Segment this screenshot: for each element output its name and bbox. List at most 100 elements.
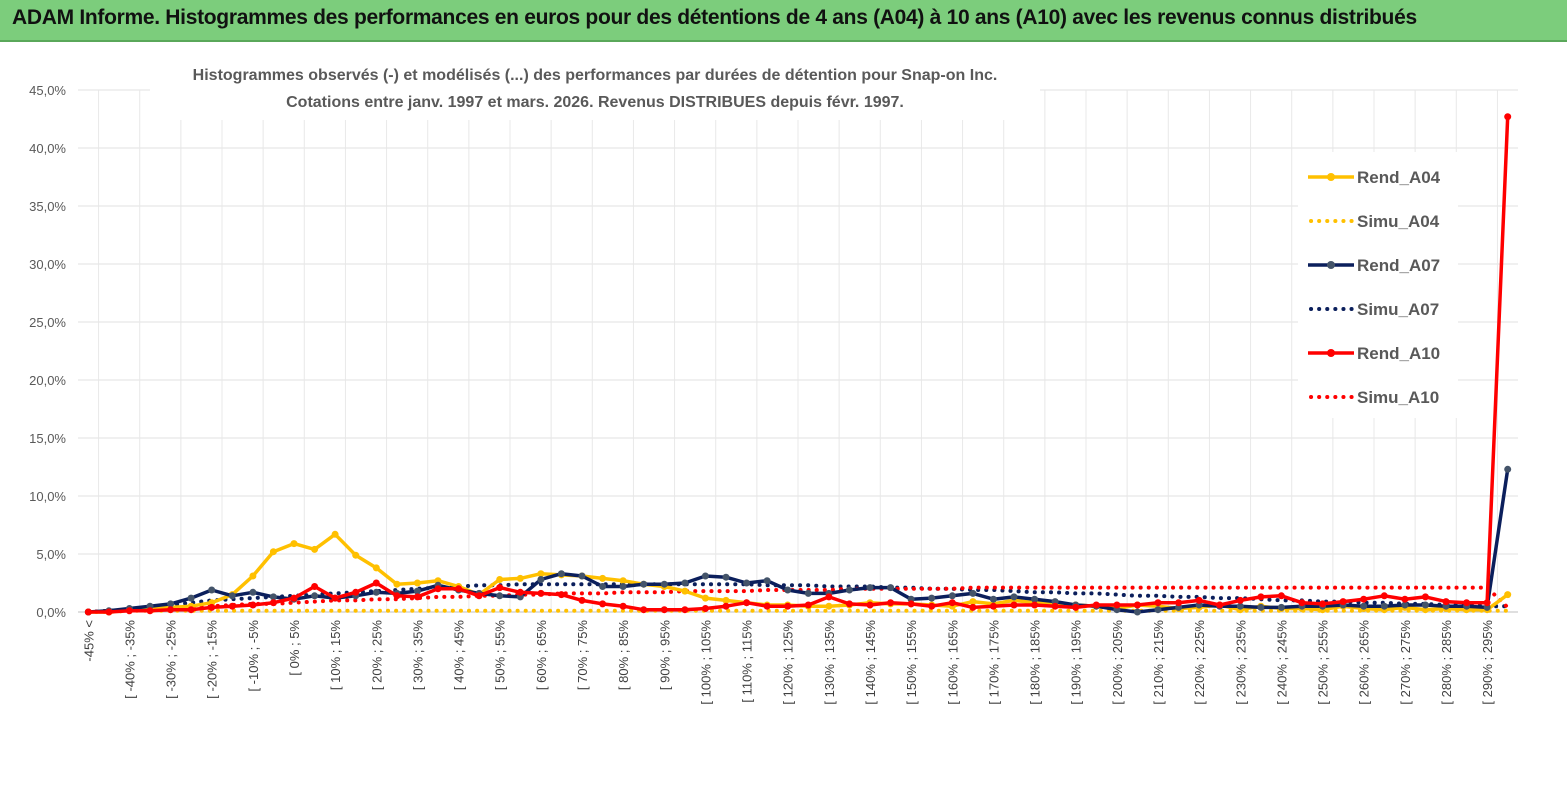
data-point: [660, 580, 668, 588]
data-point: [187, 594, 195, 602]
data-point: [1031, 595, 1039, 603]
data-point: [1504, 113, 1512, 121]
x-tick-label: [ 80% ; 85%: [616, 620, 631, 691]
data-point: [619, 577, 627, 585]
x-tick-label: [ 130% ; 135%: [822, 620, 837, 705]
series-Simu_A07: [86, 582, 1510, 614]
x-tick-label: [ 210% ; 215%: [1151, 620, 1166, 705]
data-point: [722, 602, 730, 610]
x-tick-label: [ 150% ; 155%: [904, 620, 919, 705]
data-point: [475, 592, 483, 600]
data-point: [372, 588, 380, 596]
x-tick-label: [ 100% ; 105%: [698, 620, 713, 705]
data-point: [413, 579, 421, 587]
data-point: [578, 596, 586, 604]
data-point: [413, 593, 421, 601]
report-banner: ADAM Informe. Histogrammes des performan…: [0, 0, 1567, 42]
x-tick-label: [ 220% ; 225%: [1192, 620, 1207, 705]
data-point: [969, 589, 977, 597]
x-tick-label: [ 20% ; 25%: [369, 620, 384, 691]
data-point: [393, 592, 401, 600]
x-tick-label: [ -20% ; -15%: [205, 620, 220, 699]
x-axis-ticks: -45% < [ -40% ; -35% [ -30% ; -25% [ -20% ;…: [81, 620, 1495, 705]
legend-marker: [1327, 173, 1335, 181]
data-point: [1051, 602, 1059, 610]
data-point: [701, 605, 709, 612]
x-tick-label: [ 190% ; 195%: [1069, 620, 1084, 705]
x-tick-label: [ 120% ; 125%: [781, 620, 796, 705]
data-point: [105, 608, 113, 616]
data-point: [557, 570, 565, 578]
data-point: [146, 607, 154, 615]
data-point: [825, 593, 833, 601]
data-point: [1010, 601, 1018, 609]
chart-title-backdrop: [150, 58, 1040, 120]
data-point: [969, 603, 977, 611]
x-tick-label: [ 240% ; 245%: [1274, 620, 1289, 705]
data-point: [269, 599, 277, 607]
data-point: [948, 599, 956, 607]
data-point: [228, 592, 236, 600]
data-point: [496, 584, 504, 592]
data-point: [1072, 603, 1080, 611]
data-point: [331, 530, 339, 538]
data-point: [434, 585, 442, 593]
data-point: [845, 600, 853, 608]
legend-label: Rend_A07: [1357, 256, 1440, 275]
series-line: [88, 116, 1510, 614]
series-layer: [84, 113, 1512, 616]
x-tick-label: [ -40% ; -35%: [122, 620, 137, 699]
data-point: [1010, 593, 1018, 601]
data-point: [249, 572, 257, 580]
data-point: [784, 586, 792, 594]
y-tick-label: 30,0%: [29, 257, 66, 272]
data-point: [1113, 601, 1121, 609]
data-point: [1401, 595, 1409, 603]
legend-label: Rend_A04: [1357, 168, 1441, 187]
data-point: [1236, 596, 1244, 604]
chart-title-line1: Histogrammes observés (-) et modélisés (…: [193, 67, 998, 84]
series-Simu_A04: [86, 608, 1510, 614]
data-point: [1277, 603, 1285, 611]
data-point: [619, 602, 627, 610]
data-point: [989, 595, 997, 603]
data-point: [660, 606, 668, 614]
legend-item-Rend_A07: Rend_A07: [1308, 256, 1440, 275]
data-point: [311, 545, 319, 553]
x-tick-label: [ 170% ; 175%: [986, 620, 1001, 705]
data-point: [701, 572, 709, 580]
x-tick-label: [ 40% ; 45%: [452, 620, 467, 691]
data-point: [599, 600, 607, 608]
data-point: [208, 586, 216, 594]
legend-marker: [1327, 261, 1335, 269]
data-point: [537, 576, 545, 583]
x-tick-label: [ 70% ; 75%: [575, 620, 590, 691]
data-point: [1195, 596, 1203, 604]
data-point: [249, 601, 257, 609]
data-point: [1298, 599, 1306, 607]
series-line: [86, 608, 1510, 614]
data-point: [1133, 608, 1141, 616]
data-point: [866, 601, 874, 609]
data-point: [1257, 603, 1265, 611]
series-line: [86, 585, 1510, 614]
y-tick-label: 0,0%: [36, 605, 66, 620]
x-tick-label: [ 110% ; 115%: [740, 620, 755, 703]
data-point: [619, 583, 627, 590]
data-point: [969, 598, 977, 606]
data-point: [701, 594, 709, 602]
data-point: [167, 600, 175, 608]
data-point: [537, 570, 545, 578]
data-point: [290, 594, 298, 602]
x-tick-label: [ -10% ; -5%: [246, 620, 261, 692]
data-point: [1175, 599, 1183, 607]
x-tick-label: [ 280% ; 285%: [1439, 620, 1454, 705]
data-point: [1442, 598, 1450, 606]
data-point: [311, 592, 319, 600]
data-point: [989, 602, 997, 610]
data-point: [907, 600, 915, 608]
data-point: [311, 583, 319, 590]
x-tick-label: -45% <: [81, 620, 96, 662]
data-point: [763, 577, 771, 585]
data-point: [1421, 593, 1429, 601]
